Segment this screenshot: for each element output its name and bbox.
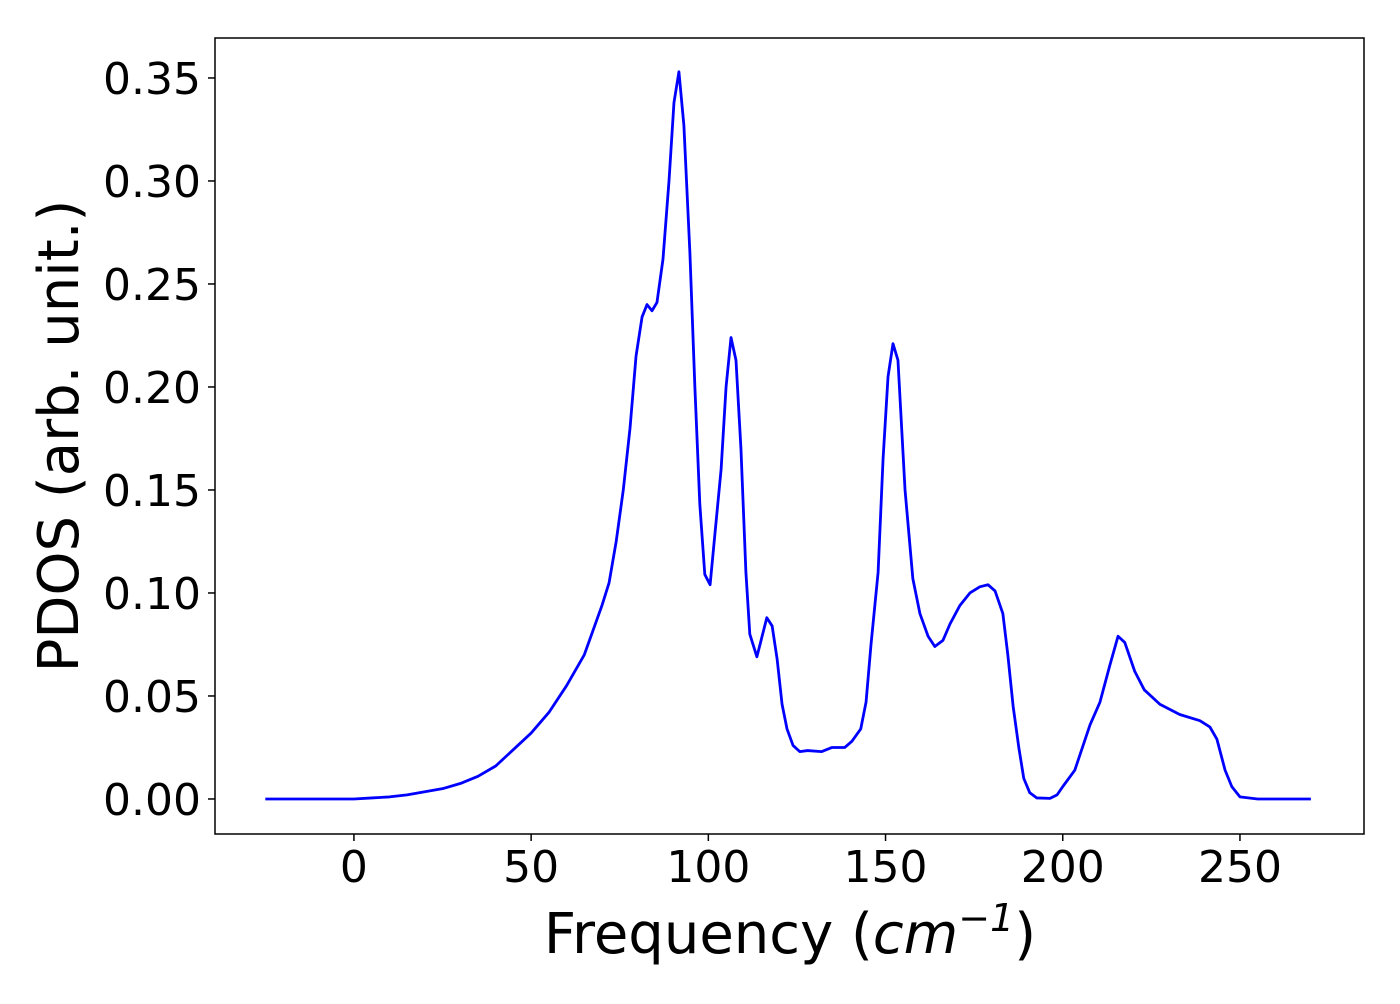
y-tick-label: 0.15 [103, 466, 201, 517]
y-tick-label: 0.20 [103, 363, 201, 414]
y-axis-label: PDOS (arb. unit.) [27, 200, 92, 673]
y-tick-label: 0.10 [103, 569, 201, 620]
x-label-exponent: −1 [958, 896, 1014, 940]
y-tick-label: 0.35 [103, 54, 201, 105]
x-label-text: ) [1014, 902, 1036, 967]
x-tick-label: 0 [340, 842, 368, 893]
x-axis-label: Frequency (cm−1) [544, 896, 1036, 967]
x-tick-label: 100 [666, 842, 750, 893]
x-label-text: Frequency ( [544, 902, 873, 967]
y-tick-label: 0.30 [103, 157, 201, 208]
x-tick-label: 150 [844, 842, 928, 893]
x-tick-label: 200 [1021, 842, 1105, 893]
x-tick-label: 50 [503, 842, 559, 893]
y-tick-label: 0.05 [103, 672, 201, 723]
y-tick-label: 0.25 [103, 260, 201, 311]
y-tick-label: 0.00 [103, 775, 201, 826]
plot-frame [214, 37, 1365, 835]
x-label-unit: cm [873, 902, 958, 967]
data-line [265, 70, 1311, 801]
x-tick-label: 250 [1198, 842, 1282, 893]
